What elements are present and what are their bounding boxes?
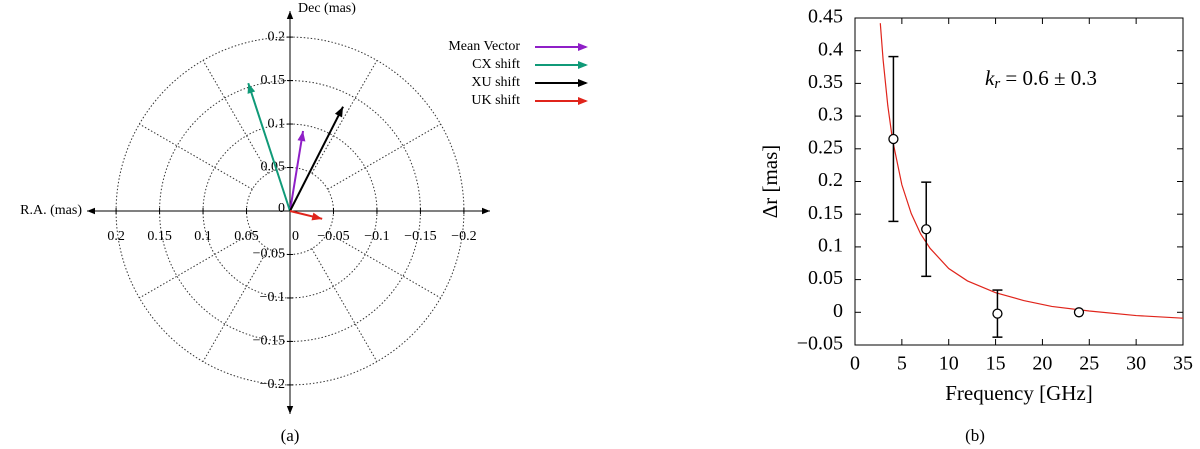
y-tick-label: 0.35 (808, 71, 843, 93)
x-tick-label: 20 (1032, 353, 1052, 375)
y-tick-label: 0.25 (808, 136, 843, 158)
fit-curve (879, 23, 1183, 319)
arrow-head (286, 11, 294, 19)
x-tick-label: 25 (1079, 353, 1099, 375)
x-tick-label: −0.05 (317, 229, 349, 244)
grid-spoke (311, 60, 378, 174)
y-tick-label: −0.15 (253, 334, 285, 349)
y-tick-label: −0.05 (797, 333, 843, 355)
x-tick-label: 0.05 (234, 229, 259, 244)
shift-vector (289, 130, 305, 212)
y-tick-label: 0.4 (818, 38, 843, 60)
arrow-head (482, 207, 490, 215)
x-tick-label: 0.2 (107, 229, 125, 244)
data-point (992, 308, 1003, 319)
y-axis-label: Δr [mas] (758, 145, 782, 219)
arrow-head (578, 43, 588, 51)
arrow-head (87, 207, 95, 215)
shift-vector (247, 82, 291, 212)
legend-label: CX shift (472, 57, 520, 72)
y-tick-label: 0.15 (261, 73, 286, 88)
grid-spoke (139, 232, 253, 299)
grid-spoke (202, 60, 269, 174)
x-axis-label: R.A. (mas) (20, 203, 82, 218)
grid-spoke (311, 248, 378, 362)
caption: (a) (281, 426, 300, 445)
caption: (b) (965, 426, 985, 445)
y-tick-label: 0.2 (818, 169, 843, 191)
annotation-subscript: r (994, 76, 1000, 92)
x-tick-label: 10 (939, 353, 959, 375)
y-axis-label: Dec (mas) (298, 1, 356, 16)
x-tick-label: 0.15 (147, 229, 172, 244)
y-tick-label: 0 (833, 300, 843, 322)
x-tick-label: 5 (897, 353, 907, 375)
x-tick-label: 15 (986, 353, 1006, 375)
grid-spoke (327, 123, 441, 190)
x-tick-label: 0 (292, 229, 299, 244)
grid-spoke (139, 123, 253, 190)
y-tick-label: 0.3 (818, 104, 843, 126)
arrow-head (297, 131, 306, 142)
arrow-head (578, 79, 588, 87)
arrow-head (578, 97, 588, 105)
grid-spoke (202, 248, 269, 362)
arrow-head (247, 83, 256, 94)
arrow-head (334, 106, 344, 118)
annotation: kr = 0.6 ± 0.3 (985, 66, 1097, 93)
y-tick-label: 0.2 (268, 29, 286, 44)
y-tick-label: 0.05 (261, 160, 286, 175)
y-tick-label: 0.05 (808, 267, 843, 289)
data-point (921, 224, 932, 235)
y-tick-label: 0 (278, 201, 285, 216)
annotation-text: = 0.6 ± 0.3 (1000, 66, 1097, 90)
x-tick-label: −0.15 (404, 229, 436, 244)
y-tick-label: −0.2 (260, 377, 285, 392)
legend-label: UK shift (471, 93, 520, 108)
plot-area (879, 23, 1183, 319)
x-tick-label: 0 (850, 353, 860, 375)
grid-spoke (327, 232, 441, 299)
x-tick-label: 0.1 (194, 229, 212, 244)
legend-label: XU shift (471, 75, 520, 90)
data-point (888, 133, 899, 145)
x-tick-label: 30 (1126, 353, 1146, 375)
y-tick-label: 0.15 (808, 202, 843, 224)
arrow-head (311, 212, 323, 221)
legend-label: Mean Vector (448, 39, 520, 54)
y-tick-label: 0.1 (268, 116, 286, 131)
data-point (1073, 307, 1085, 318)
x-axis-label: Frequency [GHz] (945, 381, 1093, 405)
annotation-symbol: k (985, 66, 995, 90)
y-tick-label: −0.1 (260, 290, 285, 305)
y-tick-label: 0.45 (808, 6, 843, 28)
y-tick-label: 0.1 (818, 234, 843, 256)
x-tick-label: −0.1 (364, 229, 389, 244)
y-tick-label: −0.05 (253, 247, 285, 262)
arrow-head (578, 61, 588, 69)
x-tick-label: 35 (1173, 353, 1193, 375)
x-tick-label: −0.2 (451, 229, 476, 244)
shift-vector (289, 106, 344, 212)
arrow-head (286, 406, 294, 414)
